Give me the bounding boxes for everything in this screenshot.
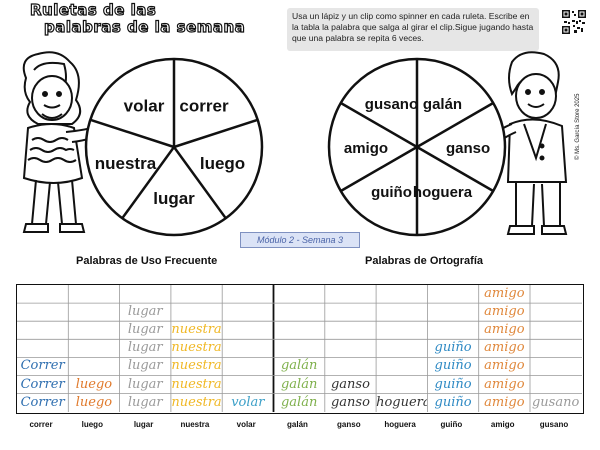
left-spinner-label: nuestra — [95, 154, 157, 173]
table-grid-lines — [17, 285, 582, 412]
girl-illustration — [22, 51, 118, 233]
tally-entry[interactable]: amigo — [484, 304, 525, 320]
tally-entry[interactable]: guiño — [434, 394, 472, 410]
tally-entry[interactable]: ganso — [330, 376, 370, 392]
tally-entry[interactable]: lugar — [127, 376, 163, 392]
tally-entry[interactable]: Correr — [20, 394, 65, 410]
column-label: luego — [81, 420, 103, 429]
column-label: ganso — [337, 420, 361, 429]
tally-table: amigo lugar amigo lugar nuestra amigo lugar nue… — [16, 284, 584, 414]
tally-entry[interactable]: guiño — [434, 358, 472, 374]
qr-code-icon — [561, 9, 587, 35]
worksheet-title: Ruletas de las palabras de la semana — [29, 1, 260, 36]
tally-entry[interactable]: Correr — [20, 358, 65, 374]
frequent-words-spinner[interactable]: correr luego lugar nuestra volar — [82, 55, 266, 239]
tally-entry[interactable]: guiño — [434, 376, 472, 392]
left-spinner-divider — [89, 118, 175, 149]
tally-entry[interactable]: lugar — [127, 394, 163, 410]
left-spinner-label: lugar — [153, 189, 195, 208]
right-spinner-label: ganso — [446, 140, 490, 157]
spelling-words-heading: Palabras de Ortografía — [365, 255, 483, 267]
tally-entry[interactable]: amigo — [484, 322, 525, 338]
tally-entry[interactable]: hoguera — [376, 394, 428, 410]
instructions-box: Usa un lápiz y un clip como spinner en c… — [287, 8, 539, 51]
tally-entry[interactable]: nuestra — [171, 358, 222, 374]
right-spinner-divider — [416, 101, 494, 149]
left-spinner-label: correr — [179, 97, 229, 116]
right-spinner-label: guiño — [371, 184, 412, 201]
tally-entry[interactable]: nuestra — [171, 340, 222, 356]
column-label: gusano — [539, 420, 569, 429]
right-spinner-label: hoguera — [413, 184, 473, 201]
column-label: volar — [236, 420, 256, 429]
tally-entry[interactable]: lugar — [127, 322, 163, 338]
tally-entry[interactable]: luego — [75, 394, 113, 410]
right-spinner-divider — [416, 145, 494, 193]
tally-entry[interactable]: lugar — [127, 340, 163, 356]
left-spinner-label: luego — [200, 154, 245, 173]
tally-entry[interactable]: amigo — [484, 286, 525, 301]
column-label: lugar — [133, 420, 154, 429]
module-badge: Módulo 2 - Semana 3 — [240, 232, 360, 248]
tally-entry[interactable]: volar — [231, 394, 265, 410]
frequent-words-heading: Palabras de Uso Frecuente — [76, 255, 218, 267]
title-line-1: Ruletas de las — [29, 1, 157, 19]
tally-entry[interactable]: lugar — [127, 304, 163, 320]
column-label: guiño — [440, 420, 463, 429]
boy-illustration — [482, 51, 568, 235]
tally-entry[interactable]: nuestra — [171, 394, 222, 410]
left-spinner-divider — [172, 146, 227, 219]
tally-entry[interactable]: guiño — [434, 340, 472, 356]
title-line-2: palabras de la semana — [43, 18, 246, 36]
tally-entry[interactable]: amigo — [484, 358, 525, 374]
column-label: correr — [29, 420, 53, 429]
tally-entry[interactable]: nuestra — [171, 376, 222, 392]
column-label: amigo — [490, 420, 515, 429]
column-label: galán — [287, 420, 308, 429]
right-spinner-divider — [340, 145, 418, 193]
left-spinner-divider — [173, 118, 259, 149]
column-label: nuestra — [180, 420, 210, 429]
tally-entry[interactable]: Correr — [20, 376, 65, 392]
tally-entry[interactable]: amigo — [484, 340, 525, 356]
tally-entry[interactable]: galán — [280, 376, 318, 392]
left-spinner-divider — [121, 146, 176, 219]
tally-entry[interactable]: galán — [280, 394, 318, 410]
tally-entry[interactable]: amigo — [484, 394, 525, 410]
tally-entry[interactable]: amigo — [484, 376, 525, 392]
right-spinner-label: gusano — [365, 96, 418, 113]
tally-entry[interactable]: lugar — [127, 358, 163, 374]
right-spinner-label: amigo — [344, 140, 388, 157]
right-spinner-label: galán — [423, 96, 462, 113]
tally-entry[interactable]: galán — [280, 358, 318, 374]
tally-entry[interactable]: ganso — [330, 394, 370, 410]
tally-entry[interactable]: nuestra — [171, 322, 222, 338]
tally-entry[interactable]: luego — [75, 376, 113, 392]
column-label: hoguera — [384, 420, 416, 429]
left-spinner-label: volar — [124, 97, 165, 116]
tally-entry[interactable]: gusano — [531, 394, 580, 410]
right-spinner-divider — [340, 101, 418, 149]
